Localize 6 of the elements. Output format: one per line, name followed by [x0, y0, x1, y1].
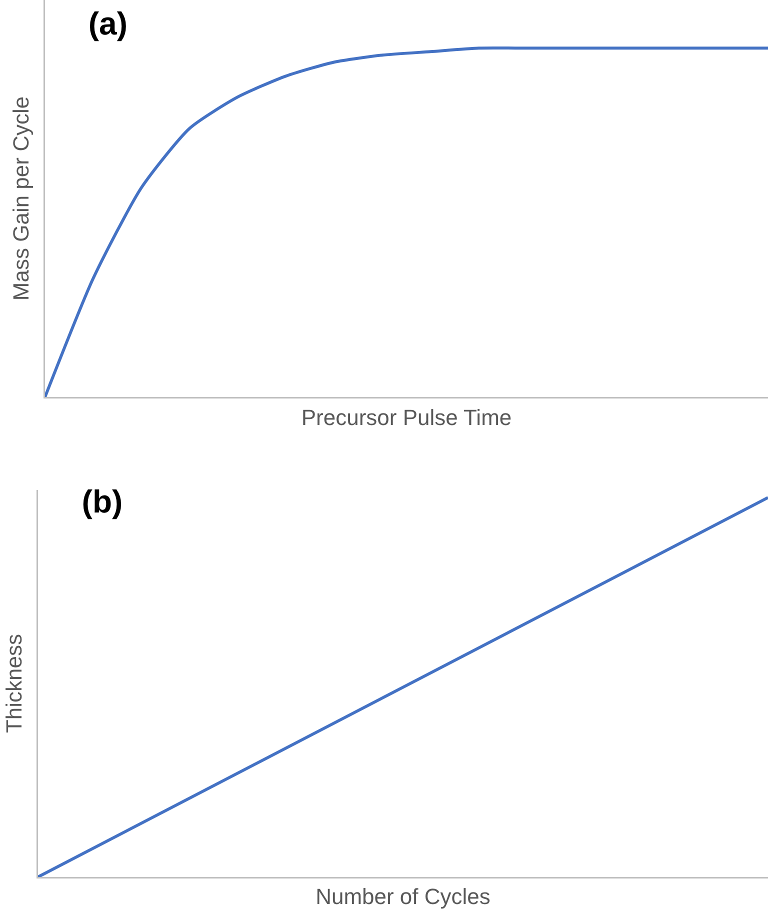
- x-axis-title: Number of Cycles: [316, 884, 490, 909]
- x-axis-title: Precursor Pulse Time: [301, 405, 512, 430]
- chart-title: (b): [82, 483, 123, 520]
- y-axis-title: Mass Gain per Cycle: [8, 96, 34, 301]
- y-axis-title: Thickness: [2, 634, 27, 734]
- chart-title: (a): [88, 5, 128, 42]
